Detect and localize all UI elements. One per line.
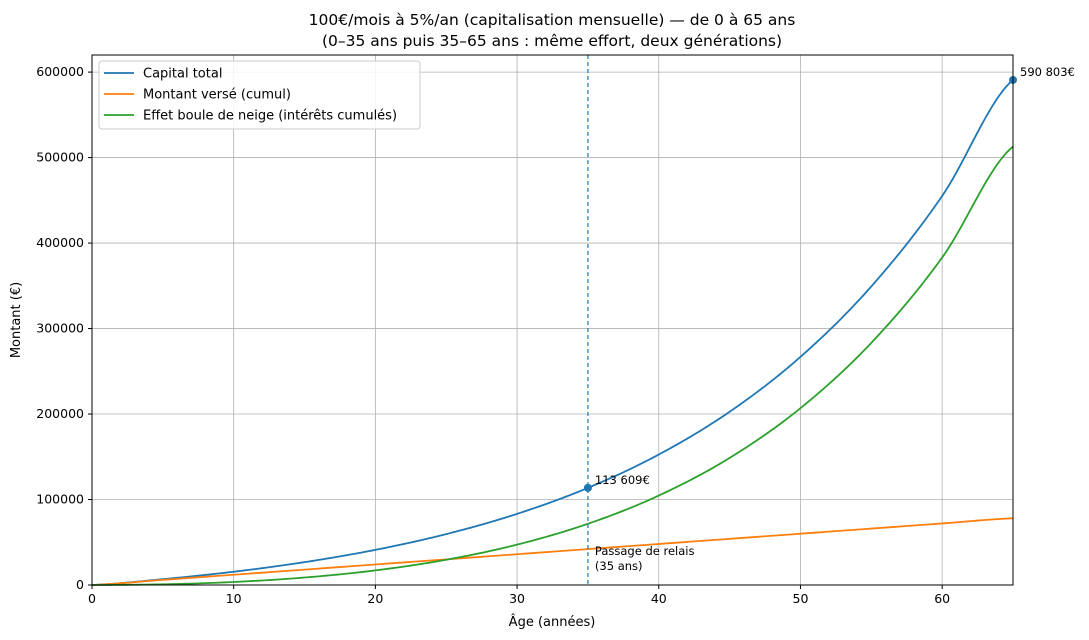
y-tick-label: 400000	[36, 235, 84, 250]
y-tick-label: 200000	[36, 406, 84, 421]
legend: Capital total Montant versé (cumul) Effet …	[98, 60, 421, 130]
x-axis-label: Âge (années)	[509, 614, 596, 630]
series-line-2	[91, 517, 1014, 586]
y-tick-label: 100000	[36, 492, 84, 507]
x-tick-label: 10	[226, 591, 242, 606]
point-label-1: 113 609€	[595, 473, 650, 487]
y-axis-label: Montant (€)	[9, 282, 24, 358]
legend-box	[98, 60, 421, 130]
plot-frame	[91, 54, 1014, 586]
annotations: Passage de relais(35 ans) 113 609€ 590 803…	[583, 55, 1075, 585]
y-tick-label: 0	[76, 577, 84, 592]
grid	[91, 55, 1013, 586]
series-line-1	[91, 79, 1014, 586]
chart-title: 100€/mois à 5%/an (capitalisation mensue…	[309, 11, 796, 29]
x-tick-label: 50	[793, 591, 809, 606]
relay-label: Passage de relais	[595, 544, 695, 558]
point-marker-1	[583, 483, 592, 492]
axis-ticks: 0 10 20 30 40 50 60 0 100000 200000 300000 400000 50…	[36, 64, 950, 606]
series-line-3	[91, 145, 1014, 586]
y-tick-label: 500000	[36, 150, 84, 165]
legend-label-3: Effet boule de neige (intérêts cumulés)	[143, 109, 397, 124]
series-group	[91, 79, 1014, 586]
point-label-2: 590 803€	[1020, 65, 1075, 79]
x-tick-label: 20	[367, 591, 383, 606]
x-tick-label: 30	[509, 591, 525, 606]
x-tick-label: 40	[651, 591, 667, 606]
relay-sublabel: (35 ans)	[595, 559, 643, 573]
x-tick-label: 0	[88, 591, 96, 606]
legend-label-2: Montant versé (cumul)	[143, 88, 291, 103]
chart-subtitle: (0–35 ans puis 35–65 ans : même effort, …	[322, 32, 782, 50]
y-tick-label: 600000	[36, 64, 84, 79]
y-tick-label: 300000	[36, 321, 84, 336]
x-tick-label: 60	[934, 591, 950, 606]
legend-label-1: Capital total	[143, 67, 222, 82]
